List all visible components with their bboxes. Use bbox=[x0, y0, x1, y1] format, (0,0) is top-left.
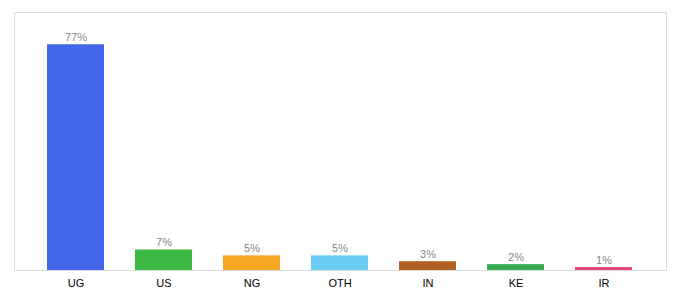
svg-text:2%: 2% bbox=[508, 251, 524, 263]
svg-text:UG: UG bbox=[68, 277, 85, 289]
svg-text:1%: 1% bbox=[596, 254, 612, 266]
svg-text:3%: 3% bbox=[420, 248, 436, 260]
svg-text:NG: NG bbox=[244, 277, 261, 289]
svg-text:5%: 5% bbox=[244, 242, 260, 254]
svg-text:IN: IN bbox=[423, 277, 434, 289]
svg-text:US: US bbox=[156, 277, 171, 289]
svg-text:77%: 77% bbox=[65, 31, 87, 43]
svg-text:7%: 7% bbox=[156, 236, 172, 248]
svg-text:5%: 5% bbox=[332, 242, 348, 254]
svg-text:OTH: OTH bbox=[328, 277, 351, 289]
svg-text:IR: IR bbox=[599, 277, 610, 289]
svg-text:KE: KE bbox=[509, 277, 524, 289]
